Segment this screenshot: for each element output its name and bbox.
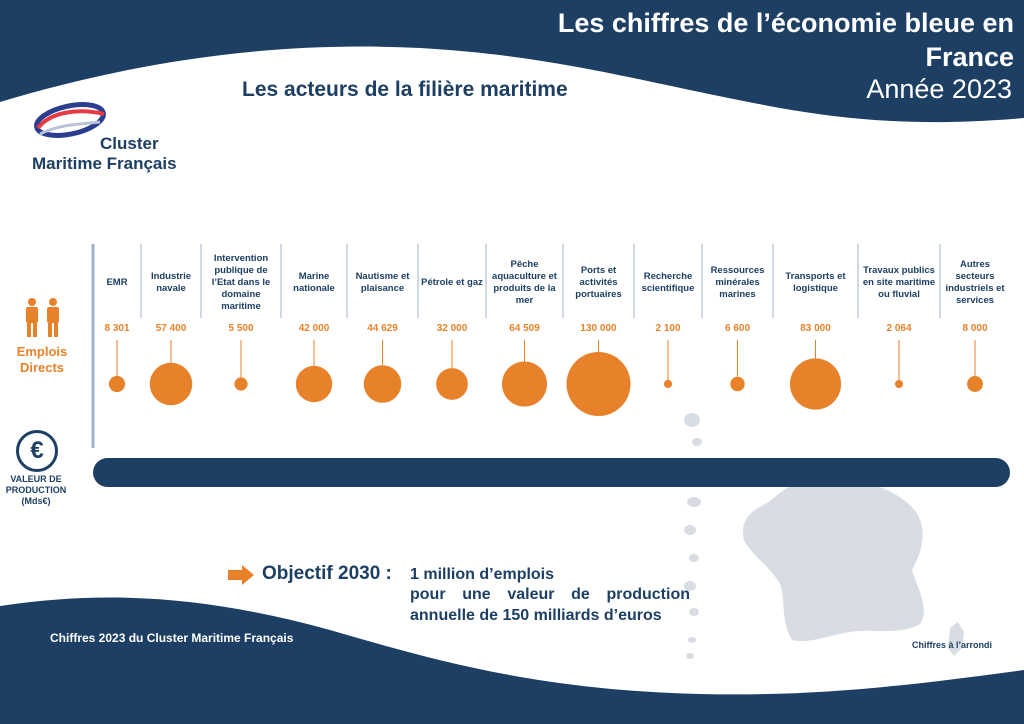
objective-line2: pour une valeur de production bbox=[410, 586, 690, 603]
employment-value: 64 509 bbox=[509, 323, 540, 334]
footer-wave bbox=[0, 597, 1024, 724]
logo-line1: Cluster bbox=[100, 134, 159, 153]
employment-value: 2 100 bbox=[655, 323, 681, 334]
employment-value: 2 064 bbox=[886, 323, 912, 334]
employment-bubble bbox=[295, 365, 333, 403]
employment-bubble bbox=[149, 362, 193, 406]
employment-value: 8 000 bbox=[962, 323, 988, 334]
employment-bubble bbox=[436, 368, 468, 400]
page-subtitle: Les acteurs de la filière maritime bbox=[242, 78, 568, 101]
objective-line3: annuelle de 150 milliards d’euros bbox=[410, 607, 662, 624]
category-label: Autres secteurs industriels et services bbox=[945, 259, 1005, 306]
employment-bubble bbox=[363, 365, 402, 403]
footer-source: Chiffres 2023 du Cluster Maritime França… bbox=[50, 631, 294, 645]
employment-value: 6 600 bbox=[724, 323, 751, 334]
category-label: Industrie navale bbox=[150, 271, 192, 294]
euro-icon: € bbox=[16, 430, 58, 472]
logo-line2: Maritime Français bbox=[32, 154, 177, 173]
employment-value: 5 500 bbox=[228, 323, 254, 334]
employment-bubble bbox=[663, 379, 673, 389]
employment-bubble bbox=[108, 375, 126, 393]
category-label: Transports et logistique bbox=[785, 271, 846, 294]
category-label: Ports et activités portuaires bbox=[575, 265, 622, 300]
employment-value: 57 400 bbox=[155, 323, 187, 334]
objective-line1: 1 million d’emplois bbox=[410, 566, 555, 583]
employment-bubble bbox=[730, 376, 745, 392]
category-label: Recherche scientifique bbox=[641, 271, 695, 294]
employment-value: 44 629 bbox=[367, 323, 398, 334]
employment-value: 8 301 bbox=[104, 323, 130, 334]
category-label: Ressources minérales marines bbox=[710, 265, 765, 300]
employment-bubble bbox=[894, 379, 904, 389]
employment-bubble bbox=[234, 377, 248, 391]
employment-bubble bbox=[967, 376, 983, 392]
employment-bubble bbox=[789, 358, 842, 410]
corsica-map bbox=[948, 622, 964, 656]
page-title: Les chiffres de l’économie bleue en Fran… bbox=[557, 8, 1014, 72]
category-label: Intervention publique de l’Etat dans le … bbox=[211, 253, 271, 312]
employment-value: 130 000 bbox=[580, 323, 617, 334]
employment-value: 83 000 bbox=[800, 323, 831, 334]
category-label: Nautisme et plaisance bbox=[355, 271, 410, 294]
cluster-logo bbox=[34, 102, 106, 138]
overseas-territories bbox=[684, 413, 702, 659]
france-map bbox=[742, 477, 924, 642]
arrow-right-icon bbox=[228, 565, 254, 585]
workers-icon bbox=[26, 298, 59, 337]
year-label: Année 2023 bbox=[866, 74, 1012, 104]
production-label: VALEUR DE PRODUCTION (Mds€) bbox=[5, 474, 67, 506]
category-label: Marine nationale bbox=[293, 271, 335, 294]
category-label: Pêche aquaculture et produits de la mer bbox=[492, 259, 557, 306]
production-bar bbox=[93, 458, 1010, 487]
employment-bubble bbox=[501, 361, 548, 407]
employment-value: 32 000 bbox=[436, 323, 468, 334]
category-label: Travaux publics en site maritime ou fluv… bbox=[862, 265, 936, 300]
employment-bubble bbox=[566, 352, 631, 416]
category-label: Pétrole et gaz bbox=[421, 277, 483, 288]
category-label: EMR bbox=[106, 277, 128, 288]
employment-label: Emplois Directs bbox=[16, 344, 68, 375]
footer-note: Chiffres à l’arrondi bbox=[912, 640, 993, 650]
employment-value: 42 000 bbox=[298, 323, 330, 334]
objective-title: Objectif 2030 : bbox=[262, 563, 392, 584]
header-wave bbox=[0, 0, 1024, 123]
